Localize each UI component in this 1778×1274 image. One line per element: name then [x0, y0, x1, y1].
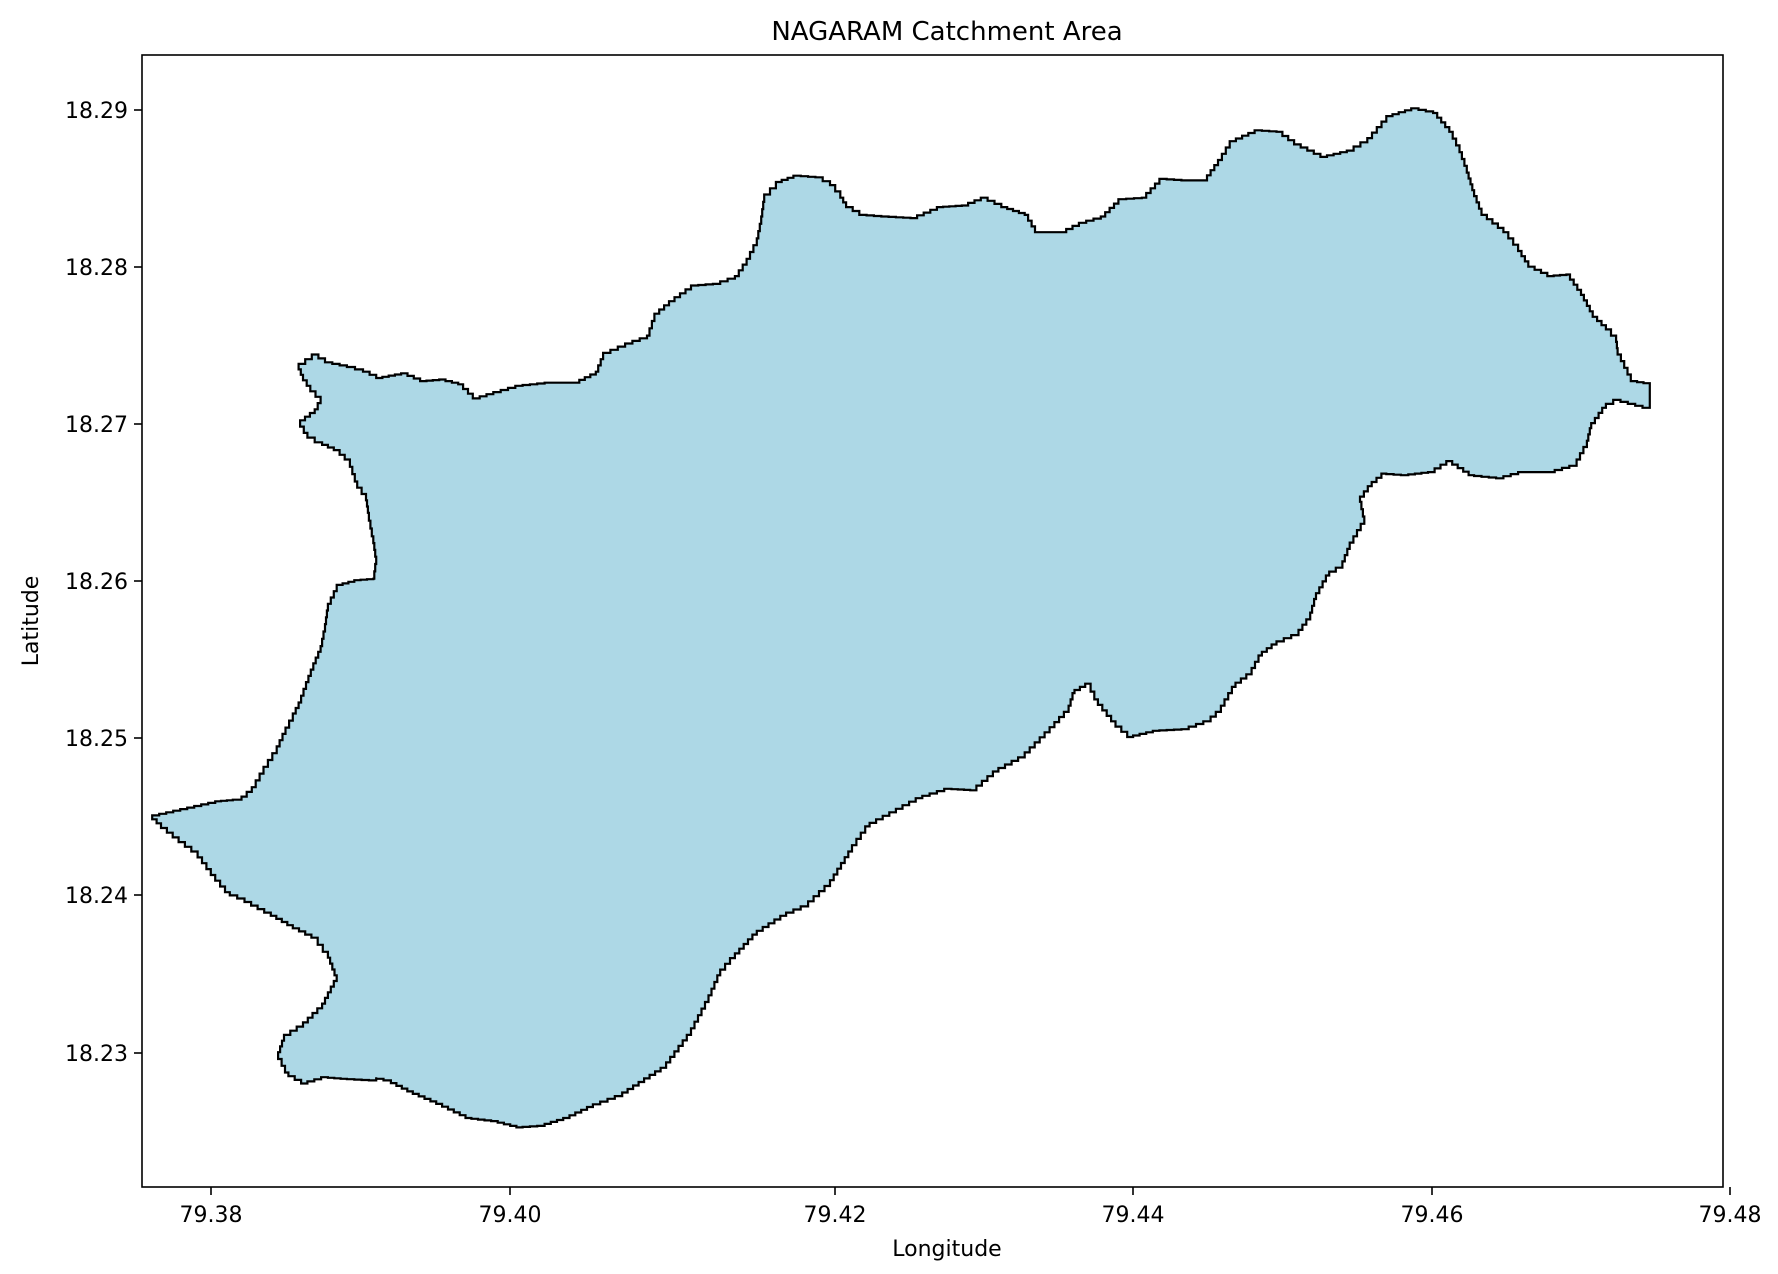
catchment-area-polygon — [151, 107, 1651, 1129]
x-tick-label: 79.40 — [479, 1203, 542, 1228]
x-tick-label: 79.42 — [804, 1203, 867, 1228]
y-tick-label: 18.29 — [65, 99, 128, 124]
x-tick-label: 79.38 — [180, 1203, 243, 1228]
x-tick-label: 79.46 — [1401, 1203, 1464, 1228]
x-axis-label: Longitude — [892, 1237, 1001, 1262]
y-axis: 18.29 18.28 18.27 18.26 18.25 18.24 18.2… — [19, 99, 142, 1067]
y-tick-label: 18.28 — [65, 256, 128, 281]
x-axis: 79.38 79.40 79.42 79.44 79.46 79.48 Long… — [180, 1187, 1762, 1262]
y-tick-label: 18.24 — [65, 884, 128, 909]
y-tick-label: 18.27 — [65, 413, 128, 438]
y-tick-label: 18.26 — [65, 570, 128, 595]
plot-area-frame — [141, 54, 1724, 1188]
y-tick-label: 18.25 — [65, 727, 128, 752]
x-tick-label: 79.48 — [1699, 1203, 1762, 1228]
x-tick-label: 79.44 — [1102, 1203, 1165, 1228]
chart-title: NAGARAM Catchment Area — [771, 17, 1122, 47]
y-axis-label: Latitude — [19, 576, 44, 667]
y-tick-label: 18.23 — [65, 1042, 128, 1067]
